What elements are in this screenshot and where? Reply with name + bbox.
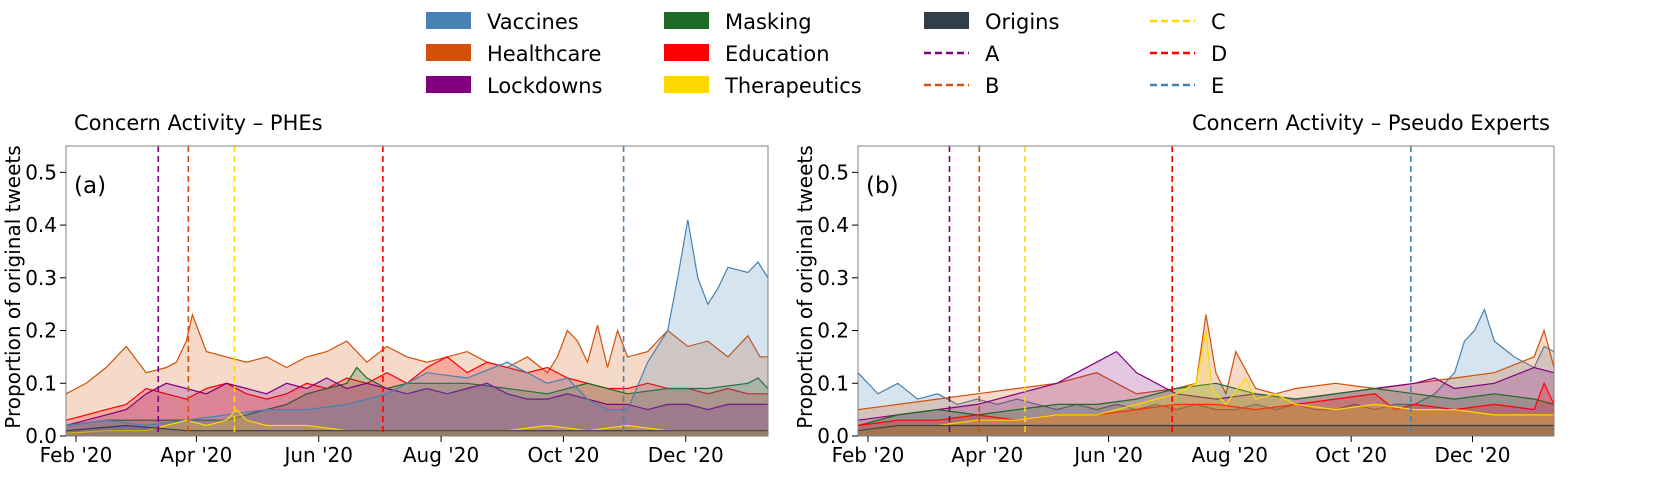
legend-swatch — [924, 12, 969, 29]
x-tick-label: Dec '20 — [648, 443, 724, 467]
legend-label: E — [1211, 74, 1224, 98]
legend-label: B — [985, 74, 999, 98]
legend-label: Vaccines — [487, 10, 579, 34]
y-tick-label: 0.5 — [25, 160, 57, 184]
x-tick-label: Oct '20 — [527, 443, 599, 467]
line-lockdowns — [858, 350, 1554, 421]
legend: Vaccines Healthcare Lockdowns Masking Educat… — [426, 10, 1227, 98]
y-tick-label: 0.2 — [817, 319, 849, 343]
area-masking — [858, 383, 1554, 436]
legend-swatch — [426, 12, 471, 29]
chart-title: Concern Activity – Pseudo Experts — [1192, 111, 1550, 135]
y-tick-label: 0.3 — [817, 266, 849, 290]
y-tick-label: 0.0 — [817, 424, 849, 448]
y-tick-label: 0.5 — [817, 160, 849, 184]
panel-phes: Concern Activity – PHEs 0.0 0.1 0.2 0.3 0.4 0.… — [1, 111, 769, 467]
line-origins — [858, 424, 1554, 432]
panel-label: (b) — [866, 173, 899, 199]
y-tick-label: 0.3 — [25, 266, 57, 290]
legend-item-therapeutics: Therapeutics — [664, 74, 862, 98]
legend-label: Lockdowns — [487, 74, 603, 98]
x-tick-label: Aug '20 — [403, 443, 479, 467]
x-tick-label: Apr '20 — [160, 443, 232, 467]
series-layer — [858, 307, 1554, 436]
legend-label: Education — [725, 42, 830, 66]
y-axis-label: Proportion of original tweets — [793, 145, 817, 428]
x-tick-label: Feb '20 — [832, 443, 905, 467]
legend-item-masking: Masking — [664, 10, 812, 34]
x-tick-label: Dec '20 — [1434, 443, 1510, 467]
y-tick-label: 0.0 — [25, 424, 57, 448]
plot-frame — [857, 145, 1555, 437]
legend-label: Healthcare — [487, 42, 601, 66]
legend-swatch — [426, 44, 471, 61]
panel-pseudo-experts: Concern Activity – Pseudo Experts 0.0 0.1 0… — [793, 111, 1555, 467]
line-vaccines — [66, 219, 768, 427]
area-healthcare — [858, 314, 1554, 436]
x-tick-label: Jun '20 — [1072, 443, 1143, 467]
legend-item-lockdowns: Lockdowns — [426, 74, 603, 98]
legend-item-d: D — [1150, 42, 1227, 66]
area-therapeutics — [66, 409, 768, 436]
y-tick-label: 0.1 — [817, 371, 849, 395]
y-tick-label: 0.1 — [25, 371, 57, 395]
series-layer — [66, 219, 768, 436]
legend-item-a: A — [924, 42, 1000, 66]
legend-label: D — [1211, 42, 1227, 66]
legend-item-c: C — [1150, 10, 1226, 34]
line-vaccines — [858, 307, 1554, 411]
line-origins — [66, 424, 768, 432]
area-lockdowns — [66, 378, 768, 436]
area-vaccines — [858, 309, 1554, 436]
legend-label: Therapeutics — [724, 74, 862, 98]
area-therapeutics — [858, 330, 1554, 436]
plot-frame — [65, 145, 769, 437]
y-tick-label: 0.2 — [25, 319, 57, 343]
line-healthcare — [858, 314, 1554, 411]
legend-item-education: Education — [664, 42, 830, 66]
legend-swatch — [664, 12, 709, 29]
legend-label: Origins — [985, 10, 1059, 34]
y-axis-label: Proportion of original tweets — [1, 145, 25, 428]
line-education — [858, 381, 1554, 427]
x-tick-label: Feb '20 — [40, 443, 113, 467]
legend-swatch — [664, 76, 709, 93]
area-education — [858, 383, 1554, 436]
panel-label: (a) — [74, 173, 106, 199]
legend-item-origins: Origins — [924, 10, 1059, 34]
line-healthcare — [66, 312, 768, 395]
x-tick-label: Apr '20 — [951, 443, 1023, 467]
x-tick-label: Aug '20 — [1192, 443, 1268, 467]
y-tick-label: 0.4 — [25, 213, 57, 237]
line-lockdowns — [66, 377, 768, 427]
line-education — [66, 356, 768, 421]
area-origins — [858, 425, 1554, 436]
legend-label: C — [1211, 10, 1226, 34]
chart-title: Concern Activity – PHEs — [74, 111, 323, 135]
x-tick-label: Jun '20 — [282, 443, 353, 467]
legend-item-e: E — [1150, 74, 1224, 98]
legend-item-b: B — [924, 74, 999, 98]
legend-label: A — [985, 42, 1000, 66]
x-tick-label: Oct '20 — [1315, 443, 1387, 467]
legend-label: Masking — [725, 10, 812, 34]
area-vaccines — [66, 219, 768, 436]
y-tick-label: 0.4 — [817, 213, 849, 237]
legend-item-vaccines: Vaccines — [426, 10, 579, 34]
line-therapeutics — [858, 330, 1554, 432]
area-lockdowns — [858, 351, 1554, 436]
legend-item-healthcare: Healthcare — [426, 42, 601, 66]
legend-swatch — [664, 44, 709, 61]
legend-swatch — [426, 76, 471, 93]
